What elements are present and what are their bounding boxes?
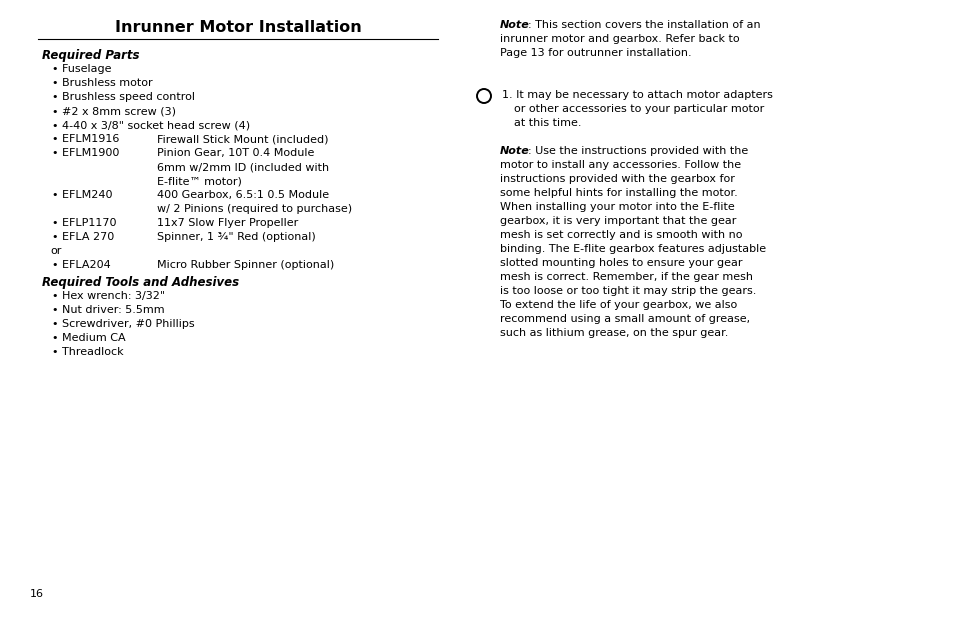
Text: : Use the instructions provided with the: : Use the instructions provided with the [527,146,747,156]
Text: Page 13 for outrunner installation.: Page 13 for outrunner installation. [499,48,691,58]
Text: To extend the life of your gearbox, we also: To extend the life of your gearbox, we a… [499,300,737,310]
Text: Note: Note [499,146,529,156]
Text: Required Tools and Adhesives: Required Tools and Adhesives [42,276,239,289]
Text: motor to install any accessories. Follow the: motor to install any accessories. Follow… [499,160,740,170]
Text: instructions provided with the gearbox for: instructions provided with the gearbox f… [499,174,734,184]
Text: • EFLM1900: • EFLM1900 [52,148,119,158]
Text: • EFLP1170: • EFLP1170 [52,218,116,228]
Text: binding. The E-flite gearbox features adjustable: binding. The E-flite gearbox features ad… [499,244,765,254]
Text: 1. It may be necessary to attach motor adapters: 1. It may be necessary to attach motor a… [501,90,772,100]
Text: • Hex wrench: 3/32": • Hex wrench: 3/32" [52,291,165,301]
Text: Firewall Stick Mount (included): Firewall Stick Mount (included) [157,134,328,144]
Text: some helpful hints for installing the motor.: some helpful hints for installing the mo… [499,188,737,198]
Text: gearbox, it is very important that the gear: gearbox, it is very important that the g… [499,216,736,226]
Text: 11x7 Slow Flyer Propeller: 11x7 Slow Flyer Propeller [157,218,298,228]
Text: at this time.: at this time. [514,118,581,128]
Text: Micro Rubber Spinner (optional): Micro Rubber Spinner (optional) [157,260,334,270]
Text: • 4-40 x 3/8" socket head screw (4): • 4-40 x 3/8" socket head screw (4) [52,120,250,130]
Text: 400 Gearbox, 6.5:1 0.5 Module: 400 Gearbox, 6.5:1 0.5 Module [157,190,329,200]
Text: Inrunner Motor Installation: Inrunner Motor Installation [114,20,361,35]
Text: • Nut driver: 5.5mm: • Nut driver: 5.5mm [52,305,165,315]
Text: Required Parts: Required Parts [42,49,139,62]
Text: such as lithium grease, on the spur gear.: such as lithium grease, on the spur gear… [499,328,727,338]
Text: slotted mounting holes to ensure your gear: slotted mounting holes to ensure your ge… [499,258,741,268]
Text: 16: 16 [30,589,44,599]
Text: E-flite™ motor): E-flite™ motor) [157,176,242,186]
Text: or other accessories to your particular motor: or other accessories to your particular … [514,104,763,114]
Text: • EFLM1916: • EFLM1916 [52,134,119,144]
Text: • Threadlock: • Threadlock [52,347,124,357]
Text: mesh is set correctly and is smooth with no: mesh is set correctly and is smooth with… [499,230,741,240]
Text: Note: Note [499,20,529,30]
Text: Pinion Gear, 10T 0.4 Module: Pinion Gear, 10T 0.4 Module [157,148,314,158]
Text: inrunner motor and gearbox. Refer back to: inrunner motor and gearbox. Refer back t… [499,34,739,44]
Text: • Fuselage: • Fuselage [52,64,112,74]
Text: recommend using a small amount of grease,: recommend using a small amount of grease… [499,314,749,324]
Text: w/ 2 Pinions (required to purchase): w/ 2 Pinions (required to purchase) [157,204,352,214]
Text: 6mm w/2mm ID (included with: 6mm w/2mm ID (included with [157,162,329,172]
Text: • #2 x 8mm screw (3): • #2 x 8mm screw (3) [52,106,175,116]
Text: or: or [50,246,61,256]
Text: Spinner, 1 ¾" Red (optional): Spinner, 1 ¾" Red (optional) [157,232,315,242]
Text: • Screwdriver, #0 Phillips: • Screwdriver, #0 Phillips [52,319,194,329]
Text: • Medium CA: • Medium CA [52,333,126,343]
Text: • EFLM240: • EFLM240 [52,190,112,200]
Text: • EFLA204: • EFLA204 [52,260,111,270]
Text: is too loose or too tight it may strip the gears.: is too loose or too tight it may strip t… [499,286,756,296]
Text: When installing your motor into the E-flite: When installing your motor into the E-fl… [499,202,734,212]
Text: • Brushless speed control: • Brushless speed control [52,92,194,102]
Text: • EFLA 270: • EFLA 270 [52,232,114,242]
Text: mesh is correct. Remember, if the gear mesh: mesh is correct. Remember, if the gear m… [499,272,752,282]
Text: : This section covers the installation of an: : This section covers the installation o… [527,20,760,30]
Text: • Brushless motor: • Brushless motor [52,78,152,88]
